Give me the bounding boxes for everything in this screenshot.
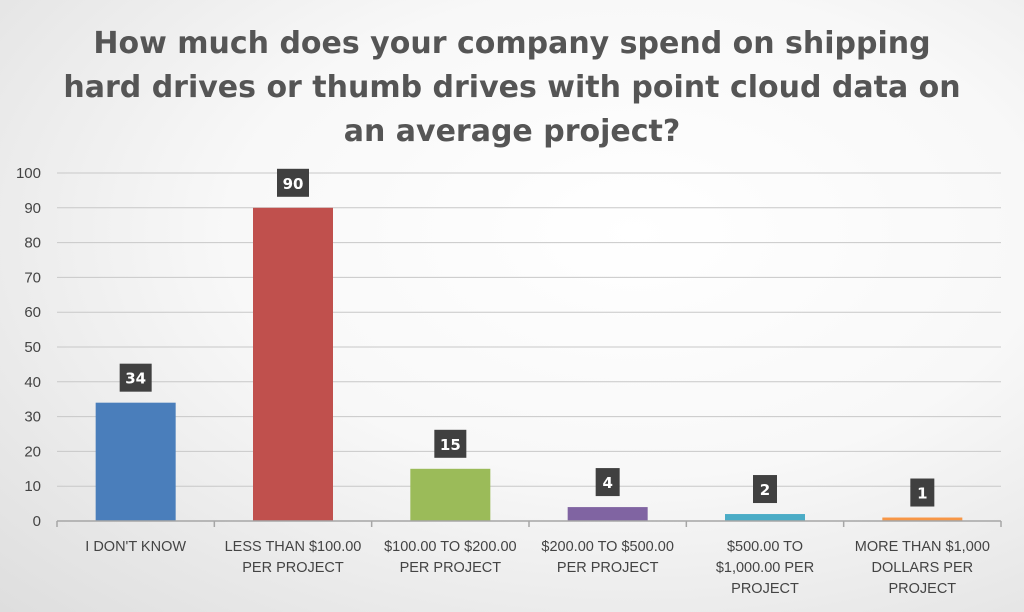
data-label: 90 <box>277 168 309 197</box>
x-axis: I DON'T KNOW LESS THAN $100.00 PER PROJECT… <box>56 520 1002 597</box>
bar <box>95 402 176 521</box>
bars <box>95 207 963 522</box>
data-label-text: 90 <box>283 175 304 193</box>
y-axis: 0 10 20 30 40 50 60 70 80 90 100 <box>16 165 41 530</box>
data-label-text: 1 <box>917 485 927 503</box>
bar <box>567 507 648 521</box>
y-tick-label: 60 <box>24 304 41 321</box>
data-label: 4 <box>595 468 620 497</box>
data-label-box <box>910 478 935 507</box>
y-tick-label: 10 <box>24 478 41 495</box>
chart-title-line-1: How much does your company spend on ship… <box>93 26 930 61</box>
chart-title-line-2: hard drives or thumb drives with point c… <box>63 70 960 105</box>
data-label-text: 34 <box>125 370 146 388</box>
bar <box>882 517 963 521</box>
data-label-text: 15 <box>440 436 461 454</box>
data-label: 15 <box>434 429 467 458</box>
category-label: $500.00 TO $1,000.00 PER PROJECT <box>716 539 814 597</box>
category-label: $200.00 TO $500.00 PER PROJECT <box>541 539 674 576</box>
y-tick-label: 100 <box>16 165 41 182</box>
chart-title-line-3: an average project? <box>344 114 681 149</box>
y-tick-label: 90 <box>24 200 41 217</box>
category-label: I DON'T KNOW <box>85 539 186 555</box>
y-tick-label: 40 <box>24 374 41 391</box>
y-tick-label: 30 <box>24 409 41 426</box>
data-label: 1 <box>910 478 935 507</box>
bar <box>725 514 805 521</box>
y-tick-label: 50 <box>24 339 41 356</box>
data-label-text: 2 <box>760 481 770 499</box>
data-label: 34 <box>119 363 152 392</box>
data-label: 2 <box>753 475 777 504</box>
data-label-box <box>753 475 777 504</box>
y-tick-label: 80 <box>24 235 41 252</box>
category-label: LESS THAN $100.00 PER PROJECT <box>225 539 362 576</box>
category-label: $100.00 TO $200.00 PER PROJECT <box>384 539 517 576</box>
y-tick-label: 20 <box>24 443 41 460</box>
data-label-text: 4 <box>602 474 612 492</box>
bar <box>253 207 333 522</box>
data-label-box <box>277 168 309 197</box>
y-tick-label: 0 <box>33 513 41 530</box>
bar <box>410 468 491 521</box>
category-label: MORE THAN $1,000 DOLLARS PER PROJECT <box>855 539 990 597</box>
chart-title: How much does your company spend on ship… <box>63 26 960 149</box>
data-label-box <box>595 468 620 497</box>
y-tick-label: 70 <box>24 269 41 286</box>
data-label-box <box>434 429 467 458</box>
gridlines <box>57 172 1001 487</box>
data-label-box <box>119 363 152 392</box>
data-labels: 34 90 15 4 2 1 <box>119 168 935 507</box>
